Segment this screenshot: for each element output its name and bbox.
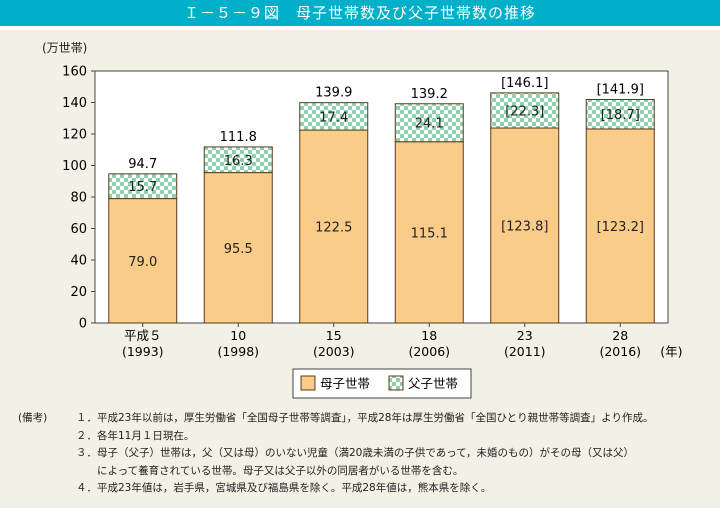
data-label: 24.1 [415,117,444,132]
y-tick-label: 20 [70,285,87,300]
data-label: 17.4 [319,110,348,125]
data-label: 79.0 [128,255,157,270]
data-label: [22.3] [505,104,544,119]
y-axis-label: (万世帯) [42,41,87,55]
notes-label: (備考) [18,412,48,424]
x-tick-label: 18 [421,328,437,343]
y-tick-label: 140 [62,96,87,111]
x-tick-label: 28 [612,328,628,343]
bar-fushi [203,146,273,174]
y-tick-label: 160 [62,65,87,80]
bar-fushi [394,103,464,143]
x-tick-label: 10 [230,328,246,343]
y-tick-label: 40 [70,254,87,269]
total-label: [141.9] [597,83,644,98]
data-label: [123.2] [597,220,644,235]
figure-title: Ｉ－５－９図 母子世帯数及び父子世帯数の推移 [0,0,720,26]
y-tick-label: 0 [79,317,87,332]
x-tick-label: 23 [517,328,533,343]
x-tick-sublabel: (1998) [217,344,259,359]
bar-chart: (万世帯) 0 20 40 60 80 100 120 140 160 79.0 15.7 94.7 平成… [42,41,683,399]
total-label: 111.8 [220,130,257,145]
y-tick-label: 100 [62,159,87,174]
bar-boshi [585,128,655,324]
data-label: 115.1 [411,226,448,241]
legend-swatch [388,375,404,391]
y-tick-label: 60 [70,222,87,237]
total-label: [146.1] [501,76,548,91]
note-4: ４．平成23年値は，岩手県，宮城県及び福島県を除く。平成28年値は，熊本県を除く… [76,482,492,494]
bar-fushi [585,99,655,130]
x-tick-sublabel: (2011) [504,344,546,359]
data-label: [123.8] [501,220,548,235]
x-unit-label: (年) [660,344,682,359]
note-2: ２．各年11月１日現在。 [76,429,195,442]
bar-boshi [299,129,369,324]
bar-fushi [490,92,560,129]
title-divider [0,26,720,30]
data-label: 95.5 [224,242,253,257]
y-tick-label: 120 [62,128,87,143]
x-tick-sublabel: (2006) [408,344,450,359]
data-label: [18.7] [601,108,640,123]
x-tick-sublabel: (2016) [599,344,641,359]
x-tick-label: 平成５ [124,328,162,343]
note-3: ３．母子（父子）世帯は，父（又は母）のいない児童（満20歳未満の子供であって，未… [76,447,634,477]
y-tick-label: 80 [70,191,87,206]
plot-area [94,70,669,324]
data-label: 122.5 [315,221,352,236]
total-label: 139.9 [315,86,352,101]
x-tick-sublabel: (1993) [122,344,164,359]
note-1: １．平成23年以前は，厚生労働省「全国母子世帯等調査」，平成28年は厚生労働省「… [76,412,654,424]
data-label: 16.3 [224,154,253,169]
total-label: 139.2 [411,87,448,102]
legend-label: 母子世帯 [320,376,370,391]
legend [292,368,472,399]
notes: (備考) １．平成23年以前は，厚生労働省「全国母子世帯等調査」，平成28年は厚生… [18,410,653,498]
legend-label: 父子世帯 [408,376,458,391]
x-tick-sublabel: (2003) [313,344,355,359]
x-tick-label: 15 [326,328,342,343]
bar-fushi [299,102,369,131]
bar-fushi [108,173,178,200]
bar-boshi [490,127,560,324]
bar-boshi [394,141,464,324]
legend-swatch [300,375,316,391]
total-label: 94.7 [128,157,157,172]
data-label: 15.7 [128,180,157,195]
